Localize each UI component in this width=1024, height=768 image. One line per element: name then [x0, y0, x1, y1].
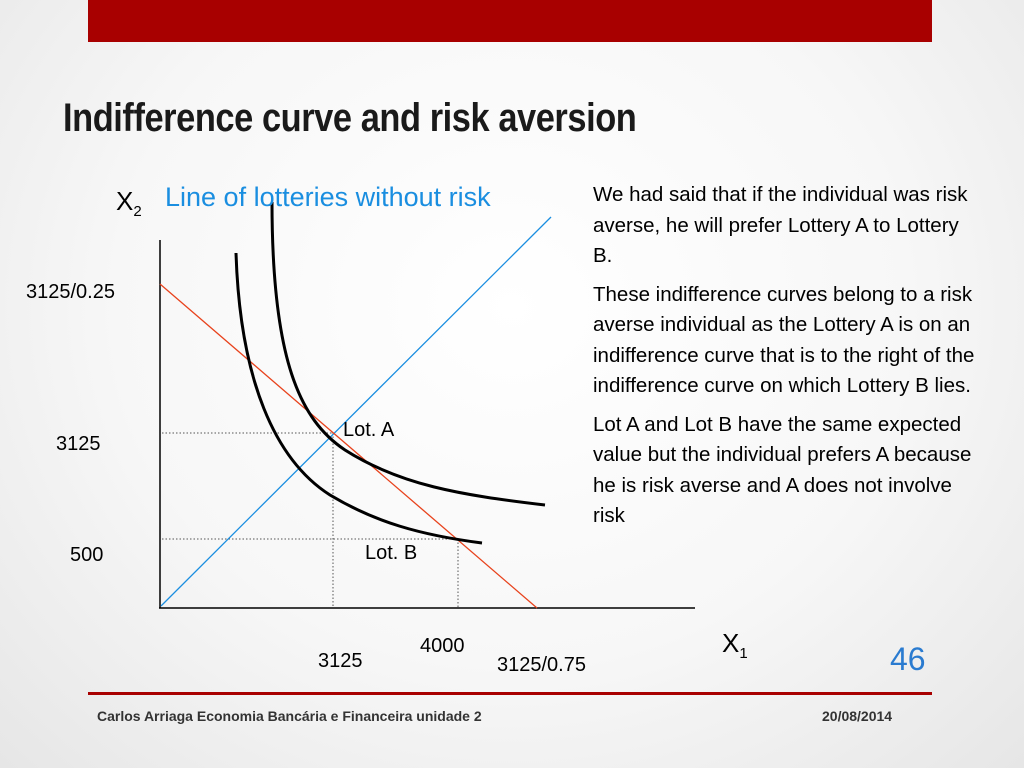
indifference-curve-upper [270, 201, 546, 507]
footer-author: Carlos Arriaga Economia Bancária e Finan… [97, 708, 482, 724]
certainty-line-label: Line of lotteries without risk [165, 182, 491, 212]
y-axis-label: X2 [116, 186, 142, 221]
budget-line [159, 283, 538, 609]
point-a-label: Lot. A [343, 419, 395, 441]
x-axis-label: X1 [722, 628, 748, 663]
top-accent-bar [88, 0, 932, 42]
footer-date: 20/08/2014 [822, 708, 893, 724]
y-tick-top: 3125/0.25 [26, 281, 115, 303]
y-tick-low: 500 [70, 544, 104, 566]
footer-divider [88, 692, 932, 695]
explanation-text: We had said that if the individual was r… [593, 180, 978, 540]
indifference-curve-lower [234, 252, 483, 545]
paragraph-3: Lot A and Lot B have the same expected v… [593, 412, 972, 528]
x-tick-a: 3125 [318, 650, 363, 672]
x-tick-c: 3125/0.75 [497, 654, 586, 676]
certainty-line [160, 216, 552, 607]
x-tick-b: 4000 [420, 635, 465, 657]
point-b-label: Lot. B [365, 542, 418, 564]
y-tick-mid: 3125 [56, 433, 101, 455]
paragraph-1: We had said that if the individual was r… [593, 183, 968, 267]
slide-title: Indifference curve and risk aversion [63, 96, 637, 140]
page-number: 46 [890, 641, 926, 677]
paragraph-2: These indifference curves belong to a ri… [593, 282, 975, 398]
